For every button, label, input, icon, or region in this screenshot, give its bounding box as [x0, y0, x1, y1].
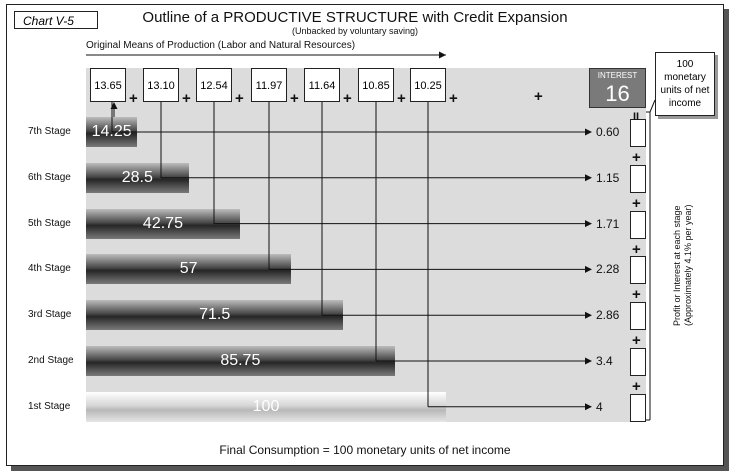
stage-profit: 1.15	[596, 170, 620, 185]
stage-bar: 57	[86, 254, 292, 285]
profit-slot	[630, 348, 646, 376]
stage-label: 2nd Stage	[28, 355, 74, 366]
plus-sign: +	[290, 90, 299, 107]
profit-slot	[630, 164, 646, 193]
connector-arrow	[585, 128, 592, 136]
stage-profit: 1.71	[596, 216, 620, 231]
means-arrow-head	[439, 51, 446, 59]
plus-sign: +	[182, 90, 191, 107]
stage-bar: 85.75	[86, 346, 395, 376]
stage7-up-arrow	[110, 102, 118, 109]
connector-arrow	[585, 174, 592, 182]
means-box: 10.85	[358, 68, 394, 102]
chart-tag: Chart V-5	[14, 11, 98, 29]
plus-sign: +	[343, 90, 352, 107]
plus-sign: +	[632, 332, 641, 350]
means-box: 13.65	[90, 68, 126, 102]
stage-profit: 2.28	[596, 262, 620, 277]
stage-label: 3rd Stage	[28, 309, 72, 321]
stage-bar: 100	[86, 391, 446, 422]
connector-arrow	[585, 265, 592, 273]
connector-arrow	[585, 311, 592, 319]
profit-slot	[630, 210, 646, 239]
profit-slot	[630, 256, 646, 285]
stage-profit: 4	[596, 399, 603, 414]
connector-arrow	[585, 220, 592, 228]
final-consumption: Final Consumption = 100 monetary units o…	[219, 443, 511, 457]
stage-profit: 2.86	[596, 308, 620, 323]
profit-slot	[630, 393, 646, 422]
profit-slot	[630, 302, 646, 331]
stage-bar: 71.5	[86, 300, 344, 331]
means-box: 13.10	[143, 68, 179, 102]
profit-slot	[630, 119, 646, 147]
stage-label: 6th Stage	[28, 171, 71, 183]
plus-sign: +	[397, 90, 406, 107]
plus-sign: +	[632, 194, 641, 212]
means-box: 10.25	[410, 68, 446, 102]
interest-value: 16	[605, 81, 630, 106]
plus-sign: +	[129, 90, 138, 107]
means-box: 12.54	[196, 68, 232, 102]
plus-sign: +	[632, 240, 641, 258]
connector-arrow	[585, 403, 592, 411]
connector-arrow	[585, 357, 592, 365]
net-income-box: 100 monetary units of net income	[655, 52, 715, 116]
means-box: 11.97	[251, 68, 287, 102]
stage-profit: 0.60	[596, 125, 620, 139]
chart-subtitle: (Unbacked by voluntary saving)	[291, 26, 419, 36]
plus-sign: +	[632, 286, 641, 304]
chart-title: Outline of a PRODUCTIVE STRUCTURE with C…	[142, 9, 568, 26]
plus-sign: +	[632, 149, 641, 166]
equals-sign: II	[633, 111, 640, 123]
plus-sign: +	[632, 378, 641, 395]
interest-label: INTEREST	[597, 71, 638, 80]
bracket-to-box	[649, 99, 656, 113]
plus-sign: +	[235, 90, 244, 107]
plus-sign: +	[534, 88, 543, 105]
means-of-production-label: Original Means of Production (Labor and …	[86, 40, 356, 51]
plus-sign: +	[449, 90, 458, 107]
interest-box: INTEREST 16	[589, 68, 646, 108]
stage-profit: 3.4	[596, 354, 613, 368]
stage-label: 7th Stage	[28, 126, 71, 137]
means-box: 11.64	[304, 68, 340, 102]
stage-label: 5th Stage	[28, 217, 71, 229]
stage-label: 4th Stage	[28, 263, 71, 275]
stage-label: 1st Stage	[28, 400, 71, 412]
